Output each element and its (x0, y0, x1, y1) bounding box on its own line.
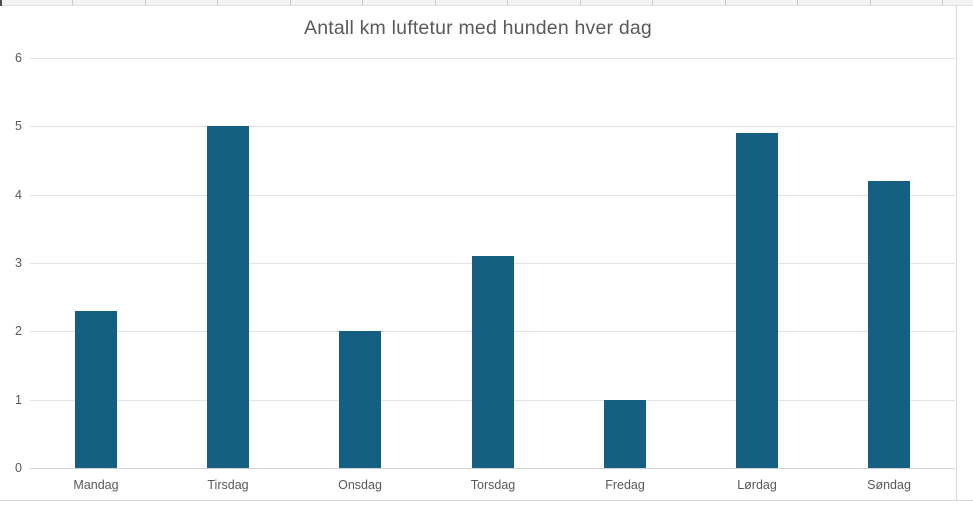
spreadsheet-column-border-tick (725, 0, 726, 5)
spreadsheet-column-border-tick (870, 0, 871, 5)
x-tick-label: Torsdag (470, 478, 516, 492)
spreadsheet-column-border-tick (797, 0, 798, 5)
x-tick-label: Fredag (605, 478, 645, 492)
bar-5-fredag[interactable] (604, 400, 646, 468)
x-tick-label: Lørdag (737, 478, 777, 492)
spreadsheet-column-border-tick (145, 0, 146, 5)
spreadsheet-column-border-tick (362, 0, 363, 5)
x-axis-line (30, 468, 955, 469)
y-tick-label: 1 (15, 393, 22, 407)
y-tick-label: 4 (15, 188, 22, 202)
spreadsheet-column-border-tick (435, 0, 436, 5)
spreadsheet-column-border-tick (72, 0, 73, 5)
chart-title[interactable]: Antall km luftetur med hunden hver dag (304, 17, 652, 39)
spreadsheet-column-border-tick (507, 0, 508, 5)
x-tick-label: Onsdag (338, 478, 382, 492)
bar-4-torsdag[interactable] (472, 256, 514, 468)
y-tick-label: 2 (15, 324, 22, 338)
spreadsheet-top-edge (0, 0, 973, 6)
y-tick-label: 6 (15, 51, 22, 65)
spreadsheet-column-border-tick (652, 0, 653, 5)
spreadsheet-column-border-tick (217, 0, 218, 5)
y-tick-label: 5 (15, 119, 22, 133)
bar-2-tirsdag[interactable] (207, 126, 249, 468)
x-tick-label: Mandag (73, 478, 119, 492)
y-gridline (30, 195, 955, 196)
x-tick-label: Tirsdag (207, 478, 249, 492)
y-tick-label: 3 (15, 256, 22, 270)
bar-3-onsdag[interactable] (339, 331, 381, 468)
y-tick-label: 0 (15, 461, 22, 475)
y-gridline (30, 126, 955, 127)
chart-frame-right-border (956, 5, 957, 501)
x-tick-label: Søndag (867, 478, 911, 492)
y-gridline (30, 58, 955, 59)
bar-1-mandag[interactable] (75, 311, 117, 468)
chart-area[interactable]: Antall km luftetur med hunden hver dag 0… (0, 6, 956, 500)
spreadsheet-column-border-tick (290, 0, 291, 5)
spreadsheet-bottom-edge (0, 500, 973, 507)
bar-7-sndag[interactable] (868, 181, 910, 468)
spreadsheet-column-border-tick (580, 0, 581, 5)
spreadsheet-column-border-tick (942, 0, 943, 5)
bar-6-lrdag[interactable] (736, 133, 778, 468)
